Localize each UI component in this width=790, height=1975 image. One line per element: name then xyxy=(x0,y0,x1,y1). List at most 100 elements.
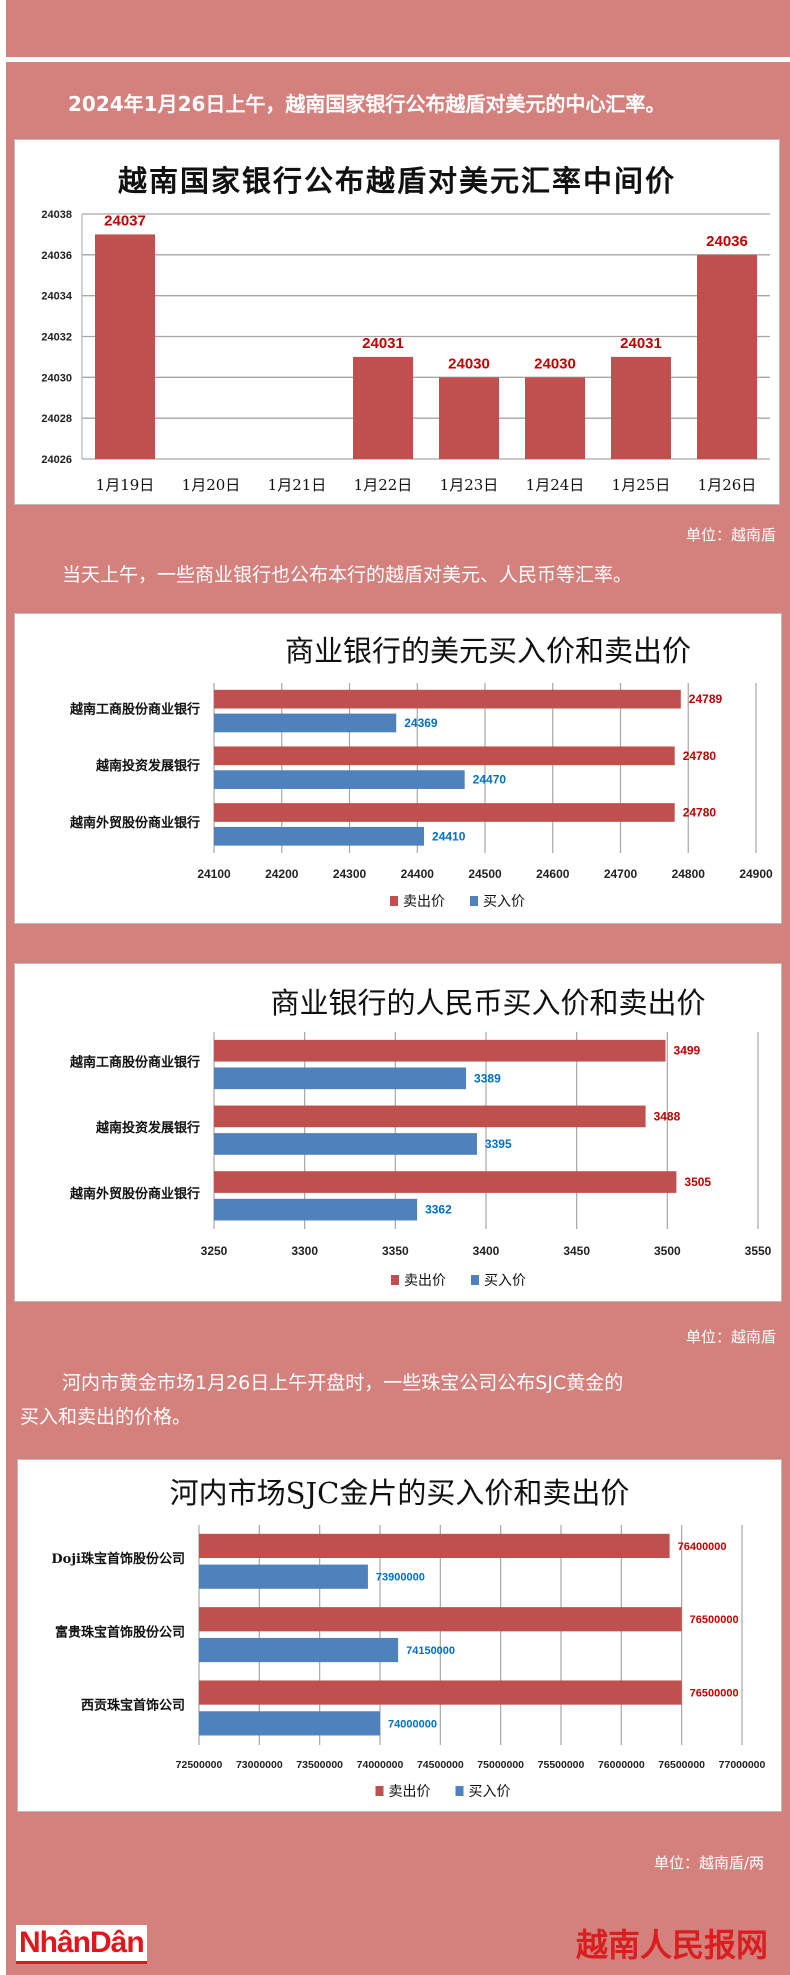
y-tick-label: 24032 xyxy=(41,332,72,344)
x-tick-label: 1月20日 xyxy=(182,476,241,494)
chart-title: 商业银行的人民币买入价和卖出价 xyxy=(270,986,706,1020)
data-label: 3389 xyxy=(474,1071,501,1085)
data-label: 73900000 xyxy=(376,1572,425,1584)
intro2-text: 当天上午，一些商业银行也公布本行的越盾对美元、人民币等汇率。 xyxy=(62,564,633,586)
legend-swatch xyxy=(375,1786,384,1796)
chart-title: 河内市场SJC金片的买入价和卖出价 xyxy=(169,1476,630,1510)
data-label: 24037 xyxy=(104,212,146,229)
x-tick-label: 1月23日 xyxy=(440,476,499,494)
divider xyxy=(6,57,790,62)
y-tick-label: 24028 xyxy=(41,413,72,425)
x-tick-label: 24100 xyxy=(197,867,231,881)
category-label: 越南外贸股份商业银行 xyxy=(69,815,200,831)
legend-swatch xyxy=(390,896,398,906)
data-label: 24031 xyxy=(362,335,404,352)
x-tick-label: 3450 xyxy=(563,1244,590,1258)
x-tick-label: 24800 xyxy=(672,867,706,881)
unit-label: 单位：越南盾 xyxy=(685,526,776,544)
category-label: Doji珠宝首饰股份公司 xyxy=(51,1551,185,1567)
x-tick-label: 24200 xyxy=(265,867,299,881)
x-tick-label: 72500000 xyxy=(176,1759,223,1771)
x-tick-label: 1月21日 xyxy=(268,476,327,494)
bar xyxy=(525,377,585,459)
sell-bar xyxy=(214,803,675,822)
x-tick-label: 1月26日 xyxy=(698,476,757,494)
sell-bar xyxy=(214,1039,666,1062)
x-tick-label: 77000000 xyxy=(719,1759,766,1771)
chart-title: 商业银行的美元买入价和卖出价 xyxy=(284,634,691,668)
x-tick-label: 24900 xyxy=(739,867,773,881)
x-tick-label: 24600 xyxy=(536,867,570,881)
x-tick-label: 24300 xyxy=(333,867,367,881)
data-label: 76400000 xyxy=(678,1541,727,1553)
chart-svg: 24026 24028 24030 24032 24034 24036 24038 24037… xyxy=(41,209,770,494)
category-label: 越南投资发展银行 xyxy=(95,1120,200,1136)
x-tick-label: 1月24日 xyxy=(526,476,585,494)
x-tick-label: 1月25日 xyxy=(612,476,671,494)
sell-bar xyxy=(199,1607,682,1632)
x-tick-label: 3250 xyxy=(201,1244,228,1258)
data-label: 3395 xyxy=(485,1137,512,1151)
site-logo: 越南人民报网 xyxy=(575,1926,768,1964)
x-tick-label: 73500000 xyxy=(296,1759,343,1771)
x-tick-label: 75000000 xyxy=(477,1759,524,1771)
x-tick-label: 1月22日 xyxy=(354,476,413,494)
chart-svg: 72500000 73000000 73500000 74000000 74500000… xyxy=(51,1525,766,1800)
sell-bar xyxy=(214,746,675,766)
category-label: 越南投资发展银行 xyxy=(95,758,200,774)
legend-swatch xyxy=(455,1786,464,1796)
chart-svg: 24100 24200 24300 24400 24500 24600 24700 24800… xyxy=(69,683,773,910)
data-label: 24036 xyxy=(706,233,748,250)
buy-bar xyxy=(199,1564,368,1589)
data-label: 3488 xyxy=(654,1109,681,1123)
buy-bar xyxy=(214,1067,467,1090)
bar xyxy=(697,254,757,459)
buy-bar xyxy=(214,826,425,846)
x-tick-label: 1月19日 xyxy=(96,476,155,494)
x-tick-label: 74000000 xyxy=(357,1759,404,1771)
central-rate-chart: 24026 24028 24030 24032 24034 24036 24038 24037… xyxy=(14,139,780,505)
nhandan-logo: NhânDân xyxy=(16,1925,147,1964)
buy-bar xyxy=(214,1133,477,1155)
bar xyxy=(353,356,413,459)
x-tick-label: 24700 xyxy=(604,867,638,881)
y-tick-label: 24038 xyxy=(41,209,72,221)
chart-title: 越南国家银行公布越盾对美元汇率中间价 xyxy=(117,164,676,198)
category-label: 越南工商股份商业银行 xyxy=(69,702,200,718)
category-label: 富贵珠宝首饰股份公司 xyxy=(55,1624,185,1640)
data-label: 76500000 xyxy=(690,1614,739,1626)
bar xyxy=(439,377,499,459)
buy-bar xyxy=(214,770,465,789)
legend-label: 卖出价 xyxy=(403,894,445,910)
data-label: 24470 xyxy=(473,773,507,787)
buy-bar xyxy=(214,1198,418,1221)
data-label: 24789 xyxy=(689,692,723,706)
category-label: 西贡珠宝首饰公司 xyxy=(81,1698,185,1714)
data-label: 3499 xyxy=(674,1044,701,1058)
page-edge xyxy=(0,0,6,1975)
x-tick-label: 74500000 xyxy=(417,1759,464,1771)
x-tick-label: 3400 xyxy=(473,1244,500,1258)
y-tick-label: 24036 xyxy=(41,250,72,262)
gold-price-chart: 72500000 73000000 73500000 74000000 74500000… xyxy=(17,1459,782,1812)
legend-swatch xyxy=(391,1275,399,1285)
x-tick-label: 3550 xyxy=(745,1244,772,1258)
sell-bar xyxy=(214,1171,677,1193)
unit-label: 单位：越南盾/两 xyxy=(653,1854,764,1872)
x-tick-label: 24400 xyxy=(401,867,435,881)
buy-bar xyxy=(214,713,397,733)
data-label: 24030 xyxy=(534,355,576,372)
x-tick-label: 75500000 xyxy=(538,1759,585,1771)
x-tick-label: 76000000 xyxy=(598,1759,645,1771)
header-band xyxy=(6,0,790,57)
sell-bar xyxy=(214,1105,646,1128)
data-label: 3362 xyxy=(425,1203,452,1217)
x-tick-label: 73000000 xyxy=(236,1759,283,1771)
bar xyxy=(611,356,671,459)
buy-bar xyxy=(199,1711,380,1736)
usd-bank-chart: 24100 24200 24300 24400 24500 24600 24700 24800… xyxy=(14,613,782,924)
legend-label: 买入价 xyxy=(483,894,525,910)
x-tick-label: 3300 xyxy=(291,1244,318,1258)
gold-para-line1: 河内市黄金市场1月26日上午开盘时，一些珠宝公司公布SJC黄金的 xyxy=(62,1372,624,1394)
category-label: 越南工商股份商业银行 xyxy=(69,1055,200,1071)
